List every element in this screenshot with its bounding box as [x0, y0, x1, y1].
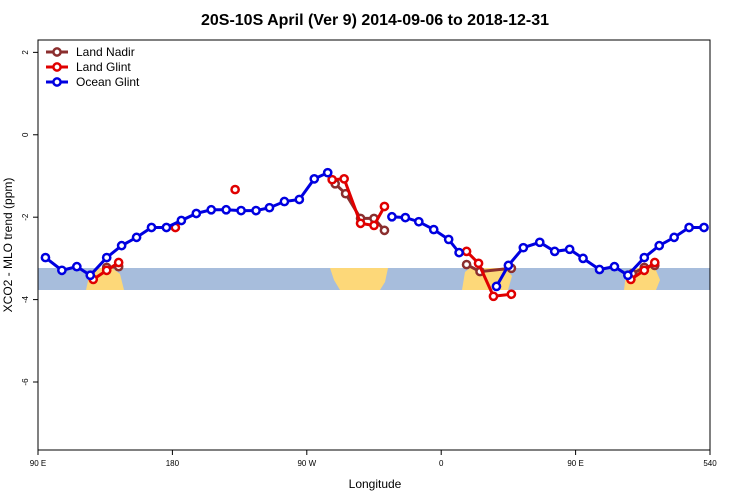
data-point — [578, 253, 588, 264]
data-point — [236, 205, 246, 216]
data-point — [369, 220, 379, 231]
data-point — [443, 234, 454, 245]
x-tick-label: 90 E — [30, 459, 46, 468]
data-point — [488, 291, 499, 302]
data-point — [461, 259, 472, 270]
data-point — [230, 184, 240, 195]
y-axis-label: XCO2 - MLO trend (ppm) — [1, 178, 15, 313]
data-point — [176, 215, 187, 226]
data-point — [309, 174, 320, 184]
data-point — [639, 252, 650, 263]
legend-label: Ocean Glint — [76, 75, 140, 89]
data-point — [413, 216, 424, 227]
x-tick-label: 90 W — [297, 459, 316, 468]
data-point — [40, 252, 51, 263]
data-point — [161, 222, 172, 233]
data-point — [251, 205, 261, 216]
data-point — [146, 222, 157, 233]
data-point — [101, 252, 112, 263]
data-point — [57, 265, 67, 276]
data-point — [473, 258, 484, 269]
plot-frame — [37, 39, 711, 451]
y-tick-label: 2 — [21, 50, 30, 55]
data-point — [279, 196, 290, 207]
data-point — [339, 174, 349, 184]
legend-marker — [52, 62, 62, 72]
data-point — [131, 232, 142, 243]
data-point — [379, 225, 390, 236]
data-point — [454, 247, 464, 258]
data-point — [461, 246, 472, 257]
data-point — [264, 202, 275, 213]
y-tick-label: -4 — [21, 295, 30, 303]
data-point — [113, 257, 124, 268]
land-patch — [86, 268, 124, 290]
data-point — [355, 218, 366, 229]
data-point — [684, 222, 694, 233]
data-point — [506, 289, 517, 300]
surface-band — [38, 268, 710, 290]
data-point — [669, 232, 680, 243]
data-point — [649, 257, 660, 268]
data-point — [85, 270, 96, 281]
data-point — [503, 260, 514, 271]
data-point — [116, 240, 127, 251]
data-point — [594, 264, 605, 275]
data-point — [654, 240, 665, 251]
x-axis-label: Longitude — [349, 477, 402, 491]
data-point — [623, 270, 633, 281]
data-point — [221, 204, 232, 215]
x-tick-label: 180 — [166, 459, 180, 468]
x-tick-label: 540 — [703, 459, 717, 468]
data-point — [71, 261, 82, 272]
data-point — [322, 167, 333, 178]
data-point — [428, 224, 439, 235]
data-point — [387, 211, 397, 222]
data-point — [327, 174, 338, 185]
data-point — [206, 204, 217, 215]
legend-marker — [52, 77, 62, 87]
data-point — [639, 265, 650, 276]
x-tick-label: 90 E — [567, 459, 583, 468]
data-point — [609, 261, 620, 272]
data-point — [379, 201, 390, 212]
data-point — [491, 281, 502, 292]
data-point — [699, 222, 709, 233]
legend-marker — [52, 47, 62, 57]
data-point — [400, 212, 411, 223]
data-point — [518, 242, 529, 253]
y-tick-label: -6 — [21, 378, 30, 386]
y-tick-label: -2 — [21, 213, 30, 221]
data-point — [564, 244, 575, 255]
data-point — [534, 237, 545, 248]
data-point — [101, 265, 112, 276]
x-tick-label: 0 — [439, 459, 444, 468]
land-patch — [330, 268, 388, 290]
legend-label: Land Nadir — [76, 45, 135, 59]
chart-title: 20S-10S April (Ver 9) 2014-09-06 to 2018… — [201, 12, 549, 29]
data-point — [191, 208, 202, 219]
y-tick-label: 0 — [21, 132, 30, 137]
data-point — [294, 194, 305, 205]
data-point — [549, 246, 560, 257]
legend-label: Land Glint — [76, 60, 131, 74]
